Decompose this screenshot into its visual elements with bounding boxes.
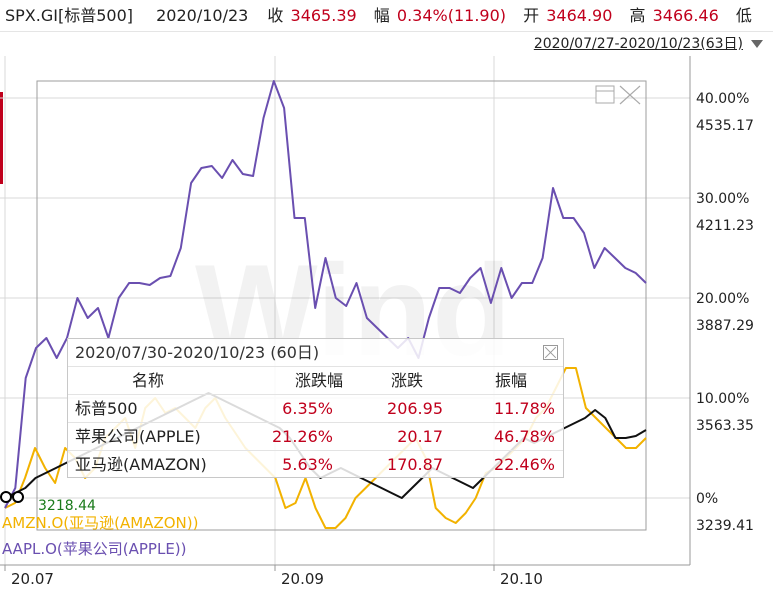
series-line-1 xyxy=(4,80,647,509)
y-tick-price: 3239.41 xyxy=(696,518,754,534)
y-tick-price: 4211.23 xyxy=(696,218,754,234)
base-marker xyxy=(0,491,24,503)
security-code[interactable]: SPX.GI[标普500] xyxy=(5,6,133,25)
period-summary-panel: 2020/07/30-2020/10/23 (60日) 名称 涨跌幅 涨跌 振幅… xyxy=(67,338,564,478)
high-label: 高 xyxy=(629,6,646,25)
y-tick-pct: 10.00% xyxy=(696,391,749,407)
side-marker xyxy=(0,92,3,184)
summary-row-spx[interactable]: 标普500 6.35% 206.95 11.78% xyxy=(68,395,563,423)
row-amp: 11.78% xyxy=(493,399,555,418)
low-label: 低 xyxy=(735,6,752,25)
change-label: 幅 xyxy=(373,6,390,25)
legend-apple[interactable]: AAPL.O(苹果公司(APPLE)) xyxy=(2,540,187,558)
base-value-label: 3218.44 xyxy=(38,498,96,514)
summary-row-apple[interactable]: 苹果公司(APPLE) 21.26% 20.17 46.78% xyxy=(68,423,563,451)
period-dropdown-icon[interactable] xyxy=(751,40,763,48)
y-tick-price: 3563.35 xyxy=(696,418,754,434)
period-range[interactable]: 2020/07/27-2020/10/23(63日) xyxy=(533,36,743,52)
y-tick-pct: 40.00% xyxy=(696,91,749,107)
open-value: 3464.90 xyxy=(546,6,613,25)
y-tick-pct: 30.00% xyxy=(696,191,749,207)
row-chg: 20.17 xyxy=(397,427,443,446)
y-tick-pct: 0% xyxy=(696,491,718,507)
row-pct: 21.26% xyxy=(271,427,333,446)
x-tick-label: 20.09 xyxy=(281,570,324,588)
row-name: 亚马逊(AMAZON) xyxy=(75,455,207,474)
summary-row-amazon[interactable]: 亚马逊(AMAZON) 5.63% 170.87 22.46% xyxy=(68,451,563,479)
legend-amazon[interactable]: AMZN.O(亚马逊(AMAZON)) xyxy=(2,514,198,532)
col-amp-header: 振幅 xyxy=(494,371,527,390)
summary-title: 2020/07/30-2020/10/23 (60日) xyxy=(75,343,320,362)
row-amp: 46.78% xyxy=(493,427,555,446)
col-chg-header: 涨跌 xyxy=(390,371,423,390)
restore-icon[interactable] xyxy=(595,85,615,104)
row-chg: 206.95 xyxy=(387,399,443,418)
row-name: 标普500 xyxy=(75,399,138,418)
close-value: 3465.39 xyxy=(290,6,357,25)
quote-header: SPX.GI[标普500] 2020/10/23 收 3465.39 幅 0.3… xyxy=(0,0,773,32)
quote-date: 2020/10/23 xyxy=(156,6,249,25)
summary-close-icon[interactable] xyxy=(543,345,558,360)
open-label: 开 xyxy=(523,6,540,25)
x-tick-label: 20.07 xyxy=(11,570,54,588)
y-tick-price: 4535.17 xyxy=(696,118,754,134)
period-selector: 2020/07/27-2020/10/23(63日) xyxy=(534,34,767,54)
row-name: 苹果公司(APPLE) xyxy=(75,427,201,446)
chart-frame xyxy=(36,80,647,531)
y-tick-pct: 20.00% xyxy=(696,291,749,307)
col-pct-header: 涨跌幅 xyxy=(294,371,343,390)
summary-header-row: 名称 涨跌幅 涨跌 振幅 xyxy=(68,367,563,395)
row-pct: 6.35% xyxy=(282,399,333,418)
summary-title-bar: 2020/07/30-2020/10/23 (60日) xyxy=(68,339,563,367)
row-chg: 170.87 xyxy=(387,455,443,474)
axis-labels: 40.00% 4535.17 30.00% 4211.23 20.00% 3887.29 1… xyxy=(4,91,754,588)
high-value: 3466.46 xyxy=(652,6,719,25)
row-pct: 5.63% xyxy=(282,455,333,474)
close-label: 收 xyxy=(267,6,284,25)
change-value: 0.34%(11.90) xyxy=(396,6,507,25)
y-tick-price: 3887.29 xyxy=(696,318,754,334)
close-chart-icon[interactable] xyxy=(619,85,641,105)
col-name-header: 名称 xyxy=(132,371,165,390)
row-amp: 22.46% xyxy=(493,455,555,474)
x-tick-label: 20.10 xyxy=(500,570,543,588)
